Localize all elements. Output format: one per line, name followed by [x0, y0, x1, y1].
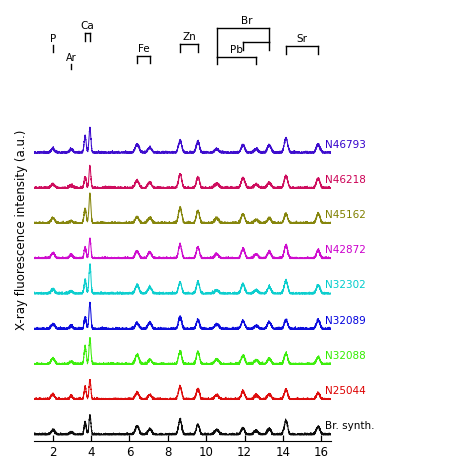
- Text: Zn: Zn: [182, 32, 196, 42]
- Text: N32302: N32302: [326, 281, 366, 291]
- Text: Ca: Ca: [81, 21, 94, 31]
- Text: N42872: N42872: [326, 245, 366, 255]
- Text: N25044: N25044: [326, 386, 366, 396]
- Text: Pb: Pb: [230, 45, 243, 55]
- Text: Ar: Ar: [66, 53, 76, 63]
- Text: Fe: Fe: [137, 44, 149, 54]
- Text: N32088: N32088: [326, 351, 366, 361]
- Text: N32089: N32089: [326, 316, 366, 326]
- Text: Sr: Sr: [297, 34, 308, 44]
- Text: Br. synth.: Br. synth.: [326, 421, 375, 431]
- Text: N45162: N45162: [326, 210, 366, 220]
- Text: N46793: N46793: [326, 139, 366, 150]
- Text: Br: Br: [241, 16, 252, 26]
- Y-axis label: X-ray fluorescence intensity (a.u.): X-ray fluorescence intensity (a.u.): [15, 129, 28, 330]
- Text: P: P: [50, 34, 56, 44]
- Text: N46218: N46218: [326, 175, 366, 185]
